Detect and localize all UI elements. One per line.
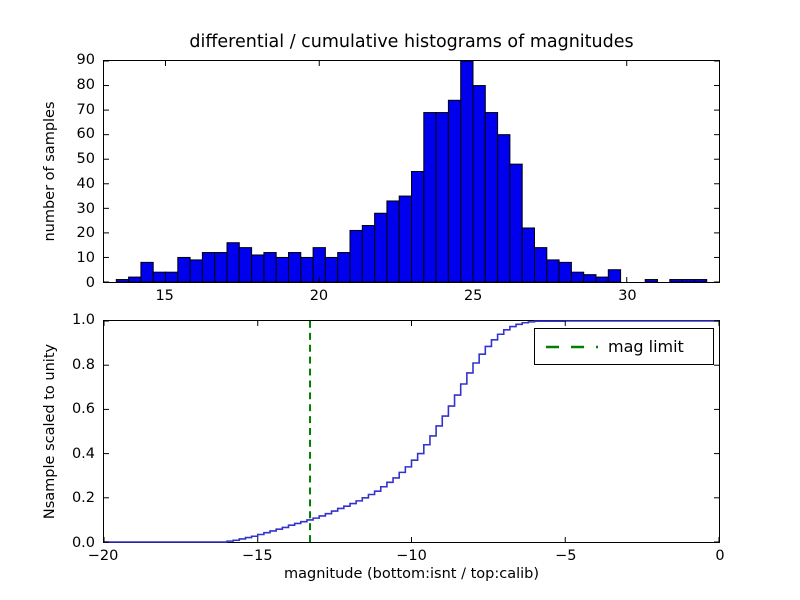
bottom-y-tick-label: 1.0 [71, 312, 95, 328]
histogram-bar [152, 271, 166, 283]
histogram-bar [177, 256, 191, 283]
top-x-tick-label: 15 [155, 288, 174, 304]
histogram-bar [226, 242, 240, 283]
histogram-bar [312, 247, 326, 283]
histogram-bar [681, 279, 695, 283]
histogram-bar [115, 279, 130, 283]
bottom-y-tick-label: 0.2 [71, 490, 95, 507]
mag-limit-legend-icon [546, 345, 598, 348]
histogram-bar [583, 274, 597, 283]
histogram-bar [644, 279, 658, 283]
histogram-bar [263, 252, 277, 283]
histogram-bar [509, 163, 523, 283]
top-y-tick-label: 0 [85, 275, 95, 291]
histogram-bar [201, 252, 216, 283]
histogram-bar [374, 212, 388, 283]
histogram-bar [324, 256, 339, 283]
histogram-bar [570, 271, 585, 283]
histogram-bar [693, 279, 708, 283]
top-plot-ylabel: number of samples [42, 101, 58, 242]
histogram-bar [349, 229, 363, 283]
legend: mag limit [534, 328, 714, 365]
histogram-bar [534, 247, 548, 283]
bottom-x-tick-label: 0 [715, 548, 725, 564]
top-y-tick-label: 30 [76, 200, 95, 217]
histogram-bar [128, 276, 142, 283]
histogram-bar [337, 252, 351, 283]
histogram-bar [546, 259, 560, 283]
histogram-bar [251, 254, 265, 283]
bottom-y-tick-label: 0.8 [71, 356, 95, 373]
histogram-bar [140, 261, 154, 283]
bottom-x-tick-label: −10 [396, 548, 427, 564]
histogram-bar [447, 99, 462, 283]
histogram-bar [300, 256, 314, 283]
histogram-bar [595, 276, 609, 283]
histogram-bar [361, 225, 376, 283]
histogram-bar [189, 259, 203, 283]
top-y-tick-label: 40 [76, 175, 95, 192]
bottom-y-tick-label: 0.0 [71, 535, 95, 551]
legend-label-mag-limit: mag limit [608, 337, 684, 356]
top-y-tick-label: 20 [76, 225, 95, 242]
bottom-y-tick-label: 0.6 [71, 401, 95, 418]
histogram-bar [435, 112, 449, 283]
histogram-bar [288, 252, 302, 283]
histogram-bar [484, 112, 499, 283]
bottom-y-tick-label: 0.4 [71, 445, 95, 462]
histogram-bar [423, 112, 437, 283]
bottom-x-tick-label: −20 [87, 548, 119, 564]
top-x-tick-label: 30 [618, 288, 637, 304]
histogram-bar [607, 269, 622, 283]
top-y-tick-label: 60 [76, 126, 95, 143]
bottom-x-tick-label: −15 [241, 548, 273, 564]
histogram-bar [238, 247, 253, 283]
cumulative-step-line [104, 320, 719, 543]
top-x-tick-label: 20 [309, 288, 329, 304]
figure-title: differential / cumulative histograms of … [189, 32, 634, 52]
top-y-tick-label: 80 [76, 76, 95, 93]
top-y-tick-label: 50 [76, 151, 95, 168]
histogram-bar [669, 279, 683, 283]
histogram-svg [104, 60, 719, 283]
histogram-bar [497, 134, 511, 283]
top-x-tick-label: 25 [463, 288, 483, 304]
histogram-bar [275, 256, 289, 283]
histogram-bar [460, 60, 474, 283]
histogram-bar [165, 271, 179, 283]
histogram-bar [521, 227, 535, 283]
histogram-bar [398, 195, 412, 283]
top-y-tick-label: 10 [76, 250, 95, 267]
cumulative-svg [103, 320, 720, 543]
histogram-bar [472, 85, 486, 283]
histogram-bar [386, 200, 400, 283]
bottom-x-tick-label: −5 [555, 548, 577, 564]
histogram-bar [411, 171, 425, 283]
bottom-plot-ylabel: Nsample scaled to unity [42, 343, 58, 520]
histogram-bar [558, 261, 572, 283]
x-axis-label: magnitude (bottom:isnt / top:calib) [283, 566, 539, 582]
top-y-tick-label: 90 [76, 52, 95, 68]
histogram-bar [214, 252, 228, 283]
differential-histogram-plot [103, 60, 720, 283]
top-y-tick-label: 70 [76, 101, 95, 118]
